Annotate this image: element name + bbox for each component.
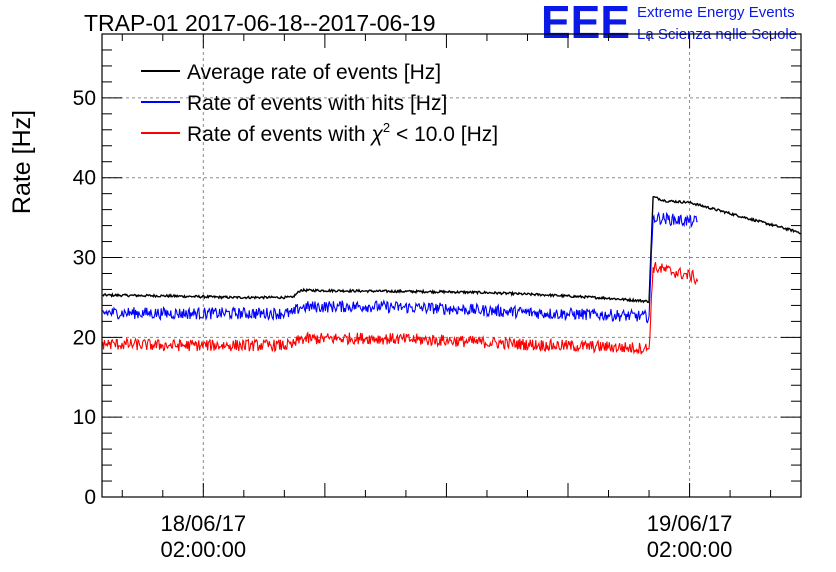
brand-line-1: Extreme Energy Events	[637, 4, 795, 21]
y-tick-label: 20	[73, 326, 96, 349]
hits-rate-line	[102, 211, 698, 324]
series-layer	[102, 195, 801, 355]
chi-symbol: χ	[369, 123, 383, 146]
average-rate-line	[102, 195, 801, 304]
x-tick-date-label: 19/06/17	[647, 511, 733, 536]
x-tick-time-label: 02:00:00	[160, 537, 246, 562]
legend-chi2-suffix: < 10.0 [Hz]	[390, 123, 498, 146]
y-tick-label: 0	[84, 486, 96, 509]
y-axis: 0 10 20 30 40 50	[73, 33, 801, 509]
chi2-rate-line	[102, 261, 699, 355]
chart-title: TRAP-01 2017-06-18--2017-06-19	[84, 10, 436, 36]
y-axis-label: Rate [Hz]	[8, 110, 36, 214]
legend: Average rate of events [Hz] Rate of even…	[141, 61, 498, 146]
x-tick-time-label: 02:00:00	[647, 537, 733, 562]
x-tick-date-label: 18/06/17	[160, 511, 246, 536]
legend-chi2-prefix: Rate of events with	[187, 123, 371, 146]
eee-logo: EEE	[541, 0, 630, 48]
y-tick-label: 10	[73, 406, 96, 429]
legend-label-hits: Rate of events with hits [Hz]	[187, 92, 447, 115]
y-tick-label: 30	[73, 247, 96, 270]
eee-logo-text: EEE	[541, 0, 630, 48]
plot-frame-border	[101, 33, 802, 498]
y-tick-label: 40	[73, 167, 96, 190]
legend-label-average: Average rate of events [Hz]	[187, 61, 441, 84]
chi-superscript: 2	[383, 120, 390, 135]
plot-frame	[101, 33, 802, 498]
grid-lines	[102, 34, 801, 497]
legend-label-chi2: Rate of events with χ2 < 10.0 [Hz]	[187, 120, 498, 146]
y-tick-label: 50	[73, 87, 96, 110]
